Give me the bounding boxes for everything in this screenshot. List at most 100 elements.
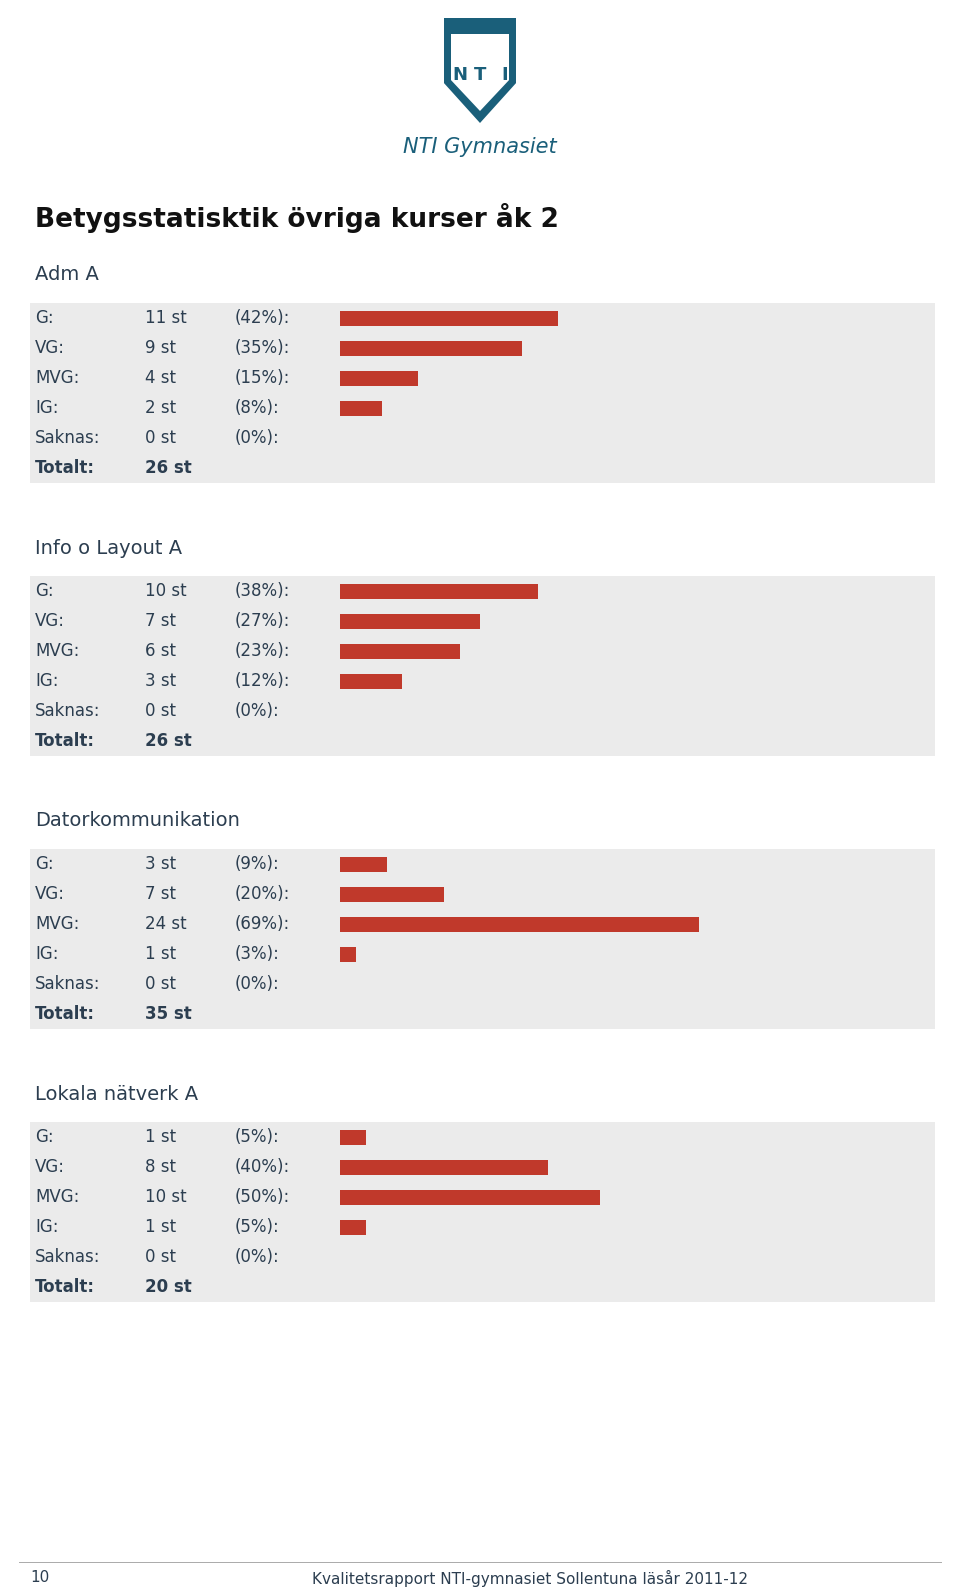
Text: MVG:: MVG: bbox=[35, 916, 80, 933]
Text: (20%):: (20%): bbox=[235, 885, 290, 903]
Text: G:: G: bbox=[35, 1128, 54, 1145]
Text: Datorkommunikation: Datorkommunikation bbox=[35, 812, 240, 831]
Text: (27%):: (27%): bbox=[235, 612, 290, 630]
Text: (8%):: (8%): bbox=[235, 399, 279, 416]
Text: Totalt:: Totalt: bbox=[35, 459, 95, 477]
Text: 0 st: 0 st bbox=[145, 429, 176, 447]
Text: (38%):: (38%): bbox=[235, 582, 290, 600]
Text: 35 st: 35 st bbox=[145, 1005, 192, 1022]
Text: MVG:: MVG: bbox=[35, 643, 80, 660]
Text: 26 st: 26 st bbox=[145, 732, 192, 750]
Text: Saknas:: Saknas: bbox=[35, 429, 101, 447]
Text: 20 st: 20 st bbox=[145, 1278, 192, 1297]
Text: (0%):: (0%): bbox=[235, 1247, 279, 1266]
Text: (50%):: (50%): bbox=[235, 1188, 290, 1206]
Text: Saknas:: Saknas: bbox=[35, 975, 101, 994]
FancyBboxPatch shape bbox=[340, 584, 538, 598]
Text: (0%):: (0%): bbox=[235, 429, 279, 447]
FancyBboxPatch shape bbox=[340, 400, 382, 416]
Text: T: T bbox=[474, 67, 486, 85]
Text: (40%):: (40%): bbox=[235, 1158, 290, 1176]
Text: 1 st: 1 st bbox=[145, 1128, 176, 1145]
FancyBboxPatch shape bbox=[340, 1220, 366, 1235]
Text: Adm A: Adm A bbox=[35, 265, 99, 284]
Text: G:: G: bbox=[35, 855, 54, 872]
FancyBboxPatch shape bbox=[340, 311, 559, 325]
FancyBboxPatch shape bbox=[340, 673, 402, 689]
FancyBboxPatch shape bbox=[444, 26, 516, 33]
FancyBboxPatch shape bbox=[340, 614, 480, 628]
FancyBboxPatch shape bbox=[30, 849, 935, 1029]
Text: G:: G: bbox=[35, 582, 54, 600]
Text: N: N bbox=[452, 67, 467, 85]
Text: IG:: IG: bbox=[35, 671, 59, 691]
FancyBboxPatch shape bbox=[340, 370, 418, 386]
Text: 26 st: 26 st bbox=[145, 459, 192, 477]
Text: 3 st: 3 st bbox=[145, 671, 176, 691]
Text: (23%):: (23%): bbox=[235, 643, 291, 660]
Polygon shape bbox=[451, 26, 509, 112]
Text: VG:: VG: bbox=[35, 1158, 65, 1176]
Text: VG:: VG: bbox=[35, 885, 65, 903]
Polygon shape bbox=[444, 18, 516, 123]
Text: IG:: IG: bbox=[35, 1219, 59, 1236]
FancyBboxPatch shape bbox=[340, 917, 699, 931]
Text: 6 st: 6 st bbox=[145, 643, 176, 660]
Text: (0%):: (0%): bbox=[235, 975, 279, 994]
Text: 24 st: 24 st bbox=[145, 916, 186, 933]
FancyBboxPatch shape bbox=[30, 576, 935, 756]
Text: 0 st: 0 st bbox=[145, 702, 176, 719]
Text: Totalt:: Totalt: bbox=[35, 1005, 95, 1022]
Text: Kvalitetsrapport NTI-gymnasiet Sollentuna läsår 2011-12: Kvalitetsrapport NTI-gymnasiet Sollentun… bbox=[312, 1569, 748, 1587]
FancyBboxPatch shape bbox=[340, 857, 387, 871]
Text: NTI Gymnasiet: NTI Gymnasiet bbox=[403, 137, 557, 156]
Text: (35%):: (35%): bbox=[235, 340, 290, 357]
Text: 10 st: 10 st bbox=[145, 582, 186, 600]
Text: 0 st: 0 st bbox=[145, 975, 176, 994]
FancyBboxPatch shape bbox=[340, 1160, 548, 1174]
Text: 3 st: 3 st bbox=[145, 855, 176, 872]
Text: Totalt:: Totalt: bbox=[35, 1278, 95, 1297]
Text: 7 st: 7 st bbox=[145, 885, 176, 903]
FancyBboxPatch shape bbox=[340, 1129, 366, 1145]
Text: IG:: IG: bbox=[35, 944, 59, 963]
Text: Betygsstatisktik övriga kurser åk 2: Betygsstatisktik övriga kurser åk 2 bbox=[35, 203, 559, 233]
Text: (69%):: (69%): bbox=[235, 916, 290, 933]
Text: (0%):: (0%): bbox=[235, 702, 279, 719]
Text: 0 st: 0 st bbox=[145, 1247, 176, 1266]
Text: Totalt:: Totalt: bbox=[35, 732, 95, 750]
Text: 11 st: 11 st bbox=[145, 309, 187, 327]
FancyBboxPatch shape bbox=[30, 303, 935, 483]
Text: 9 st: 9 st bbox=[145, 340, 176, 357]
Text: IG:: IG: bbox=[35, 399, 59, 416]
Text: Saknas:: Saknas: bbox=[35, 702, 101, 719]
Text: 10: 10 bbox=[30, 1571, 49, 1585]
Text: (5%):: (5%): bbox=[235, 1219, 279, 1236]
Text: Info o Layout A: Info o Layout A bbox=[35, 539, 182, 558]
FancyBboxPatch shape bbox=[340, 946, 355, 962]
Text: I: I bbox=[501, 67, 508, 85]
FancyBboxPatch shape bbox=[340, 1190, 600, 1204]
Text: (5%):: (5%): bbox=[235, 1128, 279, 1145]
Text: (3%):: (3%): bbox=[235, 944, 280, 963]
Text: 8 st: 8 st bbox=[145, 1158, 176, 1176]
Text: 7 st: 7 st bbox=[145, 612, 176, 630]
Text: 10 st: 10 st bbox=[145, 1188, 186, 1206]
Text: (9%):: (9%): bbox=[235, 855, 279, 872]
FancyBboxPatch shape bbox=[340, 887, 444, 901]
Text: (15%):: (15%): bbox=[235, 368, 290, 388]
Text: VG:: VG: bbox=[35, 612, 65, 630]
Text: G:: G: bbox=[35, 309, 54, 327]
Text: Lokala nätverk A: Lokala nätverk A bbox=[35, 1085, 198, 1104]
FancyBboxPatch shape bbox=[30, 1121, 935, 1302]
Text: 2 st: 2 st bbox=[145, 399, 176, 416]
FancyBboxPatch shape bbox=[340, 340, 522, 356]
Text: MVG:: MVG: bbox=[35, 368, 80, 388]
Text: 4 st: 4 st bbox=[145, 368, 176, 388]
Text: (42%):: (42%): bbox=[235, 309, 290, 327]
Text: Saknas:: Saknas: bbox=[35, 1247, 101, 1266]
Text: (12%):: (12%): bbox=[235, 671, 291, 691]
FancyBboxPatch shape bbox=[340, 643, 460, 659]
Text: MVG:: MVG: bbox=[35, 1188, 80, 1206]
Text: 1 st: 1 st bbox=[145, 1219, 176, 1236]
